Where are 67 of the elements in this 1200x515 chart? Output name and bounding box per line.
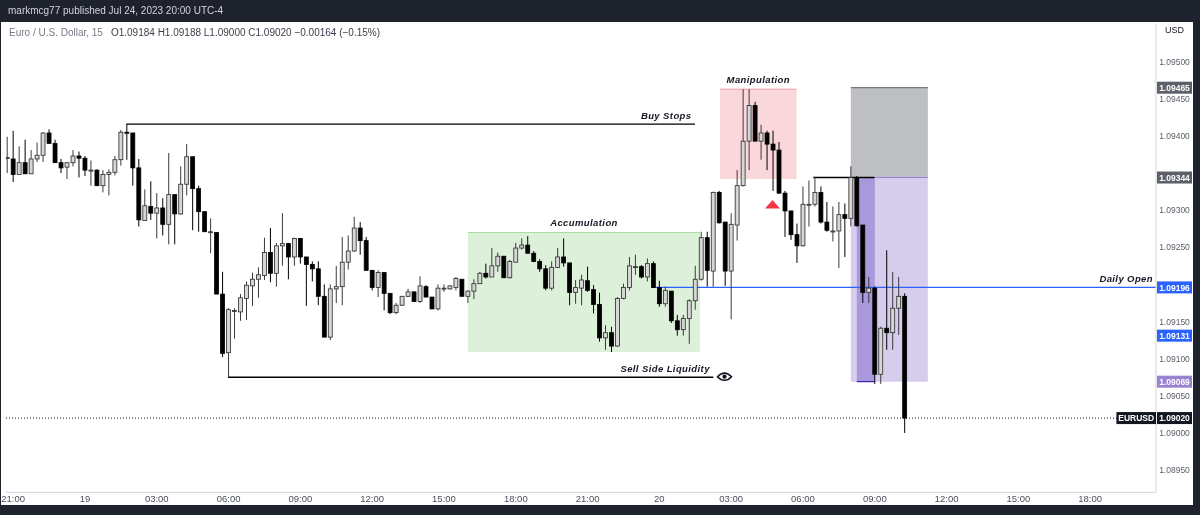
y-tick-label: 1.09100 — [1159, 353, 1191, 364]
x-tick-label: 03:00 — [144, 493, 169, 505]
y-tick-label: 1.09050 — [1159, 390, 1191, 401]
candlestick — [417, 275, 423, 304]
candlestick — [172, 194, 178, 245]
x-tick-label: 18:00 — [1078, 493, 1103, 505]
series-label: Buy Stops — [640, 110, 692, 122]
candlestick — [10, 130, 16, 183]
x-tick-label: 20 — [654, 493, 665, 505]
y-tick-label: 1.09000 — [1159, 427, 1191, 438]
ref-line-label: EURUSD — [1118, 413, 1155, 424]
y-axis-title: USD — [1164, 25, 1185, 35]
candlestick — [292, 237, 297, 267]
candlestick — [160, 197, 166, 236]
candlestick — [208, 217, 213, 254]
y-tick-label: 1.09020 — [1159, 413, 1191, 424]
y-tick-label: 1.08950 — [1159, 465, 1191, 476]
x-tick-label: 21:00 — [575, 493, 600, 505]
candlestick — [842, 203, 848, 258]
candlestick — [884, 249, 890, 351]
candlestick — [268, 227, 273, 283]
candlestick — [866, 276, 872, 304]
y-tick-label: 1.09196 — [1159, 282, 1191, 293]
y-tick-label: 1.09150 — [1159, 316, 1191, 327]
candlestick — [6, 136, 10, 174]
y-tick-label: 1.09465 — [1159, 82, 1191, 93]
x-tick-label: 09:00 — [862, 493, 887, 505]
chart-subtitle: O1.09184 H1.09188 L1.09000 C1.09020 −0.00164 (−0.15%) — [110, 27, 381, 38]
y-tick-label: 1.09500 — [1159, 56, 1191, 67]
text: markmcg77 published Jul 24, 2023 20:00 UTC-4 — [8, 5, 224, 16]
candlestick — [16, 145, 22, 176]
x-tick-label: 19 — [79, 493, 91, 505]
y-tick-label: 1.09344 — [1159, 172, 1191, 183]
candlestick — [88, 159, 94, 187]
candlestick — [286, 242, 291, 280]
candlestick — [662, 286, 668, 308]
chart-title: Euro / U.S. Dollar, 15 — [9, 27, 103, 38]
candlestick — [501, 255, 507, 279]
candlestick — [142, 188, 148, 222]
candlestick — [148, 180, 154, 221]
y-tick-label: 1.09300 — [1159, 205, 1191, 216]
x-tick-label: 21:00 — [1, 493, 26, 505]
x-tick-label: 03:00 — [719, 493, 744, 505]
series-label: Daily Open — [1099, 273, 1153, 285]
candlestick — [154, 192, 160, 239]
y-tick-label: 1.09069 — [1159, 376, 1191, 387]
x-tick-label: 12:00 — [934, 493, 959, 505]
y-tick-label: 1.09250 — [1159, 242, 1191, 253]
series-label: Accumulation — [549, 217, 618, 229]
x-tick-label: 18:00 — [503, 493, 528, 505]
series-label: Sell Side Liquidity — [620, 363, 711, 375]
x-tick-label: 06:00 — [216, 493, 241, 505]
x-tick-label: 15:00 — [1006, 493, 1031, 505]
candlestick — [609, 326, 614, 353]
candlestick — [758, 124, 764, 161]
x-tick-label: 06:00 — [791, 493, 815, 505]
candlestick — [375, 269, 381, 298]
x-tick-label: 15:00 — [432, 493, 456, 505]
y-tick-label: 1.09131 — [1159, 330, 1191, 341]
series-label: Manipulation — [726, 74, 790, 86]
x-tick-label: 09:00 — [288, 493, 313, 505]
candlestick — [22, 139, 28, 175]
candlestick — [645, 257, 650, 282]
x-tick-label: 12:00 — [360, 493, 385, 505]
y-tick-label: 1.09400 — [1159, 130, 1191, 141]
candlestick — [603, 324, 608, 351]
y-tick-label: 1.09450 — [1159, 93, 1191, 104]
